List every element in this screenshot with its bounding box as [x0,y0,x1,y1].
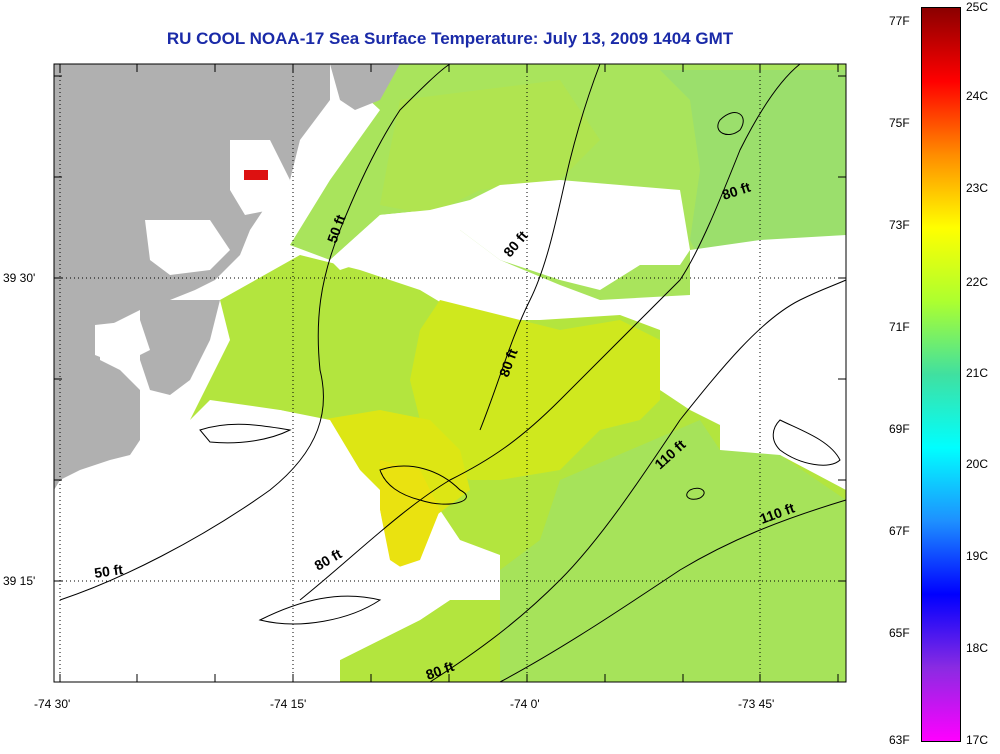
contour-label: 50 ft [93,561,124,581]
y-tick-label: 39 30' [3,271,36,285]
map-title: RU COOL NOAA-17 Sea Surface Temperature:… [166,29,734,48]
no-data-areas [54,180,846,682]
colorbar-label-c: 24C [966,89,989,103]
station-marker [244,170,268,180]
colorbar-label-c: 20C [966,457,989,471]
x-tick-label: -74 0' [510,697,540,711]
colorbar-label-c: 25C [966,0,989,14]
colorbar-label-c: 19C [966,549,989,563]
contour-110ft-outer [499,499,847,683]
colorbar-label-c: 23C [966,181,989,195]
colorbar-label-c: 21C [966,366,989,380]
colorbar-label-f: 75F [889,116,910,130]
bathymetry-contours [59,63,847,683]
colorbar-label-f: 67F [889,524,910,538]
contour-80ft [479,63,601,431]
colorbar-label-f: 71F [889,320,910,334]
graticule [54,64,846,682]
contour-shoal-west [199,423,292,444]
colorbar-label-f: 63F [889,733,910,747]
contour-shoal-small [686,487,705,500]
contour-shoal-south [258,595,382,625]
x-tick-label: -73 45' [738,697,775,711]
colorbar-label-f: 65F [889,626,910,640]
contour-shoal [379,465,467,505]
colorbar-label-c: 18C [966,641,989,655]
x-tick-label: -74 15' [270,697,307,711]
contour-50ft [59,63,451,601]
contour-shoal-north [717,112,744,135]
contour-80ft-outer [299,63,801,601]
colorbar-label-f: 69F [889,422,910,436]
colorbar-label-c: 22C [966,275,989,289]
x-tick-label: -74 30' [34,697,71,711]
plot-frame [53,63,847,683]
axis-ticks [54,64,846,682]
colorbar-label-f: 77F [889,14,910,28]
sst-field [190,64,846,682]
y-tick-label: 39 15' [3,574,36,588]
contour-shoal-east [772,419,841,466]
temperature-colorbar [921,7,961,742]
colorbar-label-c: 17C [966,733,989,747]
colorbar-label-f: 73F [889,218,910,232]
contour-110ft [429,279,847,683]
